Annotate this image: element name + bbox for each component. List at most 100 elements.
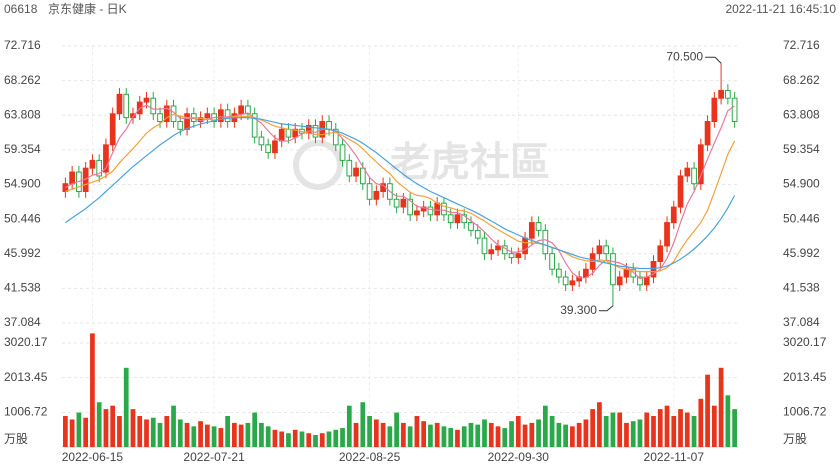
- candle-body: [326, 121, 332, 130]
- volume-bar: [407, 426, 413, 447]
- volume-bar: [346, 405, 352, 447]
- candle-body: [373, 190, 380, 200]
- volume-bar: [286, 433, 291, 447]
- candle-body: [576, 276, 583, 282]
- volume-bar: [171, 405, 176, 447]
- volume-bar: [353, 422, 359, 447]
- y-tick-label-right: 63.808: [783, 107, 820, 121]
- volume-bar: [610, 412, 616, 447]
- volume-bar: [130, 409, 136, 447]
- y-tick-label-right: 50.446: [783, 211, 820, 225]
- y-tick-label: 41.538: [4, 281, 41, 295]
- candle-body: [481, 237, 488, 255]
- volume-bar: [515, 416, 521, 447]
- y-tick-label: 68.262: [4, 73, 41, 87]
- candle-body: [353, 167, 359, 177]
- volume-bar: [63, 416, 68, 447]
- y-tick-label-right: 41.538: [783, 281, 820, 295]
- chart-title: 京东健康 - 日K: [48, 1, 127, 16]
- ma-line: [65, 104, 735, 280]
- candle-body: [542, 229, 549, 255]
- y-tick-label: 54.900: [4, 177, 41, 191]
- y-tick-label: 63.808: [4, 107, 41, 121]
- candle-body: [650, 260, 657, 278]
- volume-bar: [664, 405, 670, 447]
- volume-bar: [110, 405, 116, 447]
- volume-bar: [137, 416, 143, 447]
- candle-body: [555, 268, 562, 278]
- y-tick-label: 37.084: [4, 315, 41, 329]
- candle-body: [332, 128, 339, 146]
- y-tick-label-right: 37.084: [783, 315, 820, 329]
- candle-body: [670, 206, 677, 224]
- volume-bar: [367, 416, 372, 447]
- volume-bar: [441, 426, 447, 447]
- y-tick-label-right: 68.262: [783, 73, 820, 87]
- volume-bar: [624, 422, 629, 447]
- candle-body: [177, 121, 184, 130]
- volume-bar: [644, 412, 650, 447]
- candle-body: [346, 159, 353, 177]
- candle-body: [441, 202, 447, 216]
- candle-body: [562, 276, 569, 286]
- candle-body: [718, 89, 724, 99]
- candle-body: [69, 171, 76, 185]
- volume-bar: [394, 412, 399, 447]
- timestamp: 2022-11-21 16:45:10: [725, 2, 836, 16]
- volume-bar: [259, 422, 264, 447]
- volume-bar: [637, 419, 643, 447]
- volume-bar: [83, 417, 89, 447]
- candle-body: [468, 222, 474, 231]
- candle-body: [474, 229, 481, 239]
- candle-body: [265, 144, 272, 154]
- volume-bar: [603, 416, 609, 447]
- candle-body: [704, 121, 711, 146]
- watermark: 老虎社區: [390, 141, 550, 185]
- volume-bar: [711, 405, 717, 447]
- x-tick-label: 2022-11-07: [644, 450, 705, 464]
- candle-body: [731, 97, 738, 123]
- volume-bar: [536, 419, 541, 447]
- candle-body: [224, 109, 231, 123]
- volume-bar: [678, 409, 683, 447]
- volume-bar: [542, 405, 548, 447]
- volume-bar: [177, 419, 183, 447]
- candle-body: [116, 93, 123, 115]
- volume-bar: [691, 416, 697, 447]
- y-tick-label-right: 54.900: [783, 177, 820, 191]
- volume-bar: [238, 424, 244, 447]
- candle-body: [684, 167, 691, 177]
- candle-body: [664, 222, 670, 247]
- candle-body: [414, 210, 420, 216]
- candle-body: [96, 159, 103, 177]
- volume-bar: [103, 409, 109, 447]
- volume-bar: [583, 419, 589, 447]
- y-tick-label: 50.446: [4, 211, 41, 225]
- volume-bar: [434, 422, 440, 447]
- volume-tick-label: 3020.17: [4, 335, 48, 349]
- volume-bar: [96, 402, 102, 447]
- x-tick-label: 2022-06-15: [62, 450, 124, 464]
- x-tick-label: 2022-09-30: [488, 450, 550, 464]
- candle-body: [393, 198, 400, 208]
- candle-body: [610, 253, 616, 286]
- volume-tick-label-right: 3020.17: [783, 335, 827, 349]
- candle-body: [691, 167, 697, 185]
- candle-body: [217, 109, 224, 123]
- volume-bar: [333, 429, 339, 447]
- volume-bar: [455, 429, 460, 447]
- candle-body: [150, 97, 157, 115]
- candle-body: [285, 128, 292, 138]
- candle-body: [434, 202, 441, 216]
- volume-bar: [684, 412, 690, 447]
- annotation-leader: [705, 56, 722, 64]
- candle-body: [427, 206, 434, 216]
- volume-bar: [360, 402, 366, 447]
- volume-bar: [556, 422, 562, 447]
- x-tick-label: 2022-07-21: [183, 450, 245, 464]
- candle-body: [204, 113, 211, 119]
- volume-bar: [387, 426, 393, 447]
- volume-bar: [150, 417, 156, 447]
- volume-bar: [475, 424, 481, 447]
- annotation: 70.500: [666, 49, 703, 63]
